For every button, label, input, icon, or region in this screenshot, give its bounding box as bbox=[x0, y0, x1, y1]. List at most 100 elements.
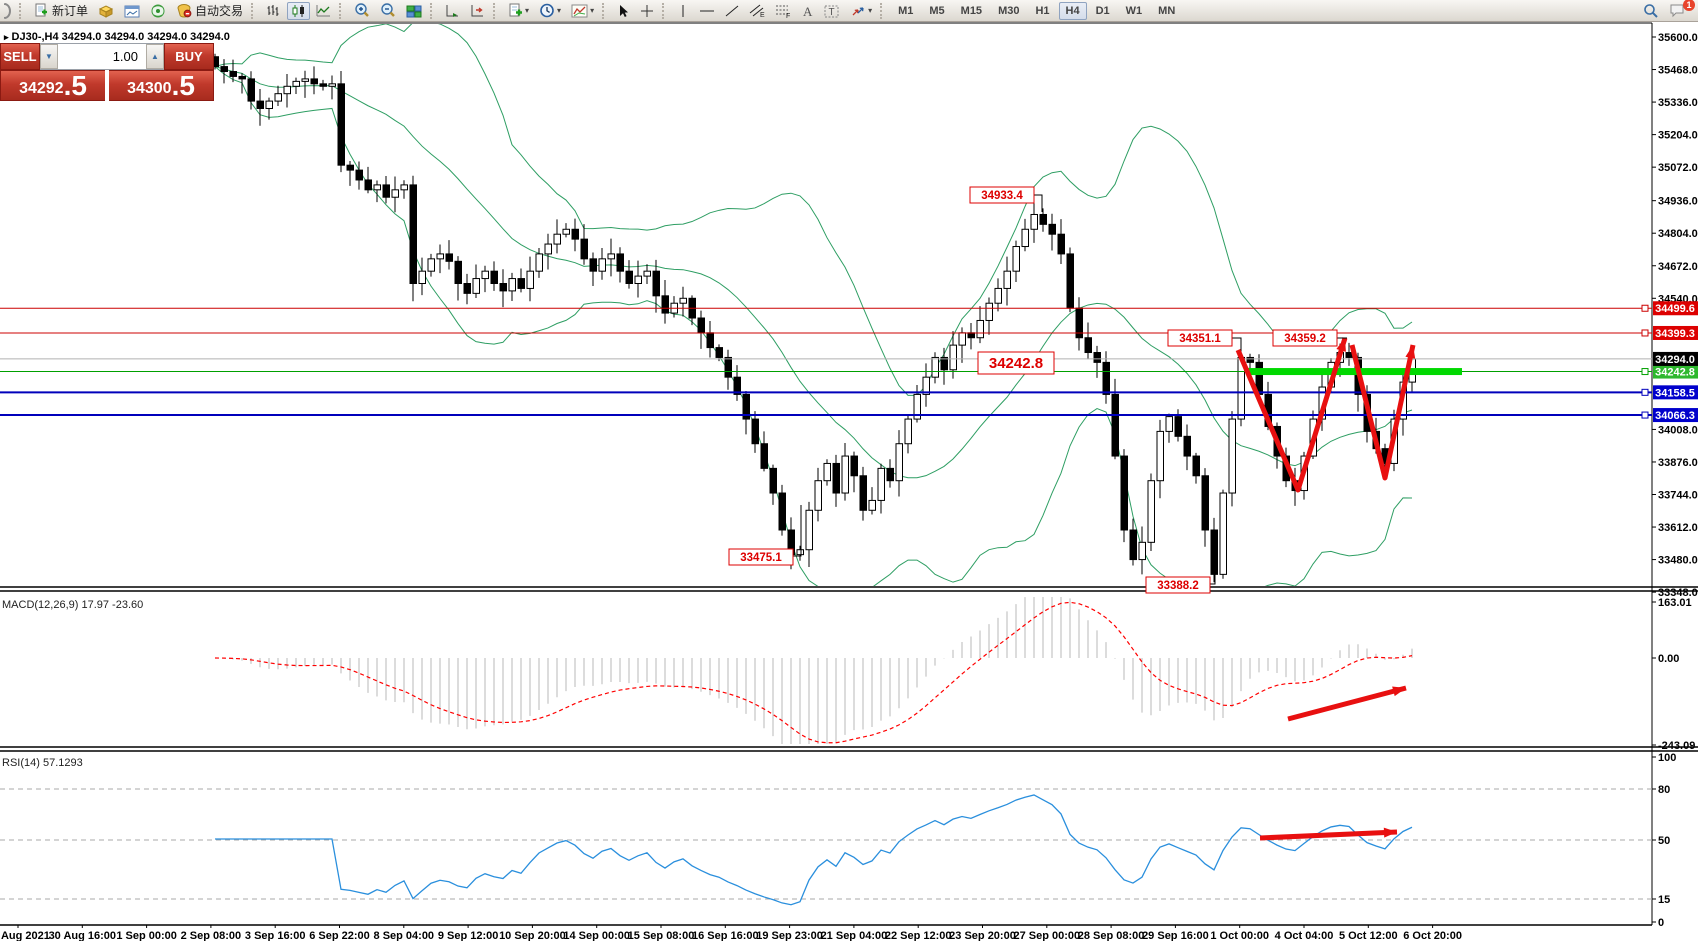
callout-box[interactable] bbox=[728, 548, 794, 566]
candle-body bbox=[877, 467, 885, 501]
callout-34933.4[interactable]: 34933.4 bbox=[969, 186, 1043, 212]
candle-body bbox=[418, 270, 426, 285]
chart-shift-button[interactable] bbox=[466, 2, 489, 20]
new-order-label: 新订单 bbox=[52, 4, 89, 18]
price-badge-34499.6: 34499.6 bbox=[1653, 301, 1698, 316]
tile-windows-button[interactable] bbox=[402, 2, 426, 20]
auto-scroll-button[interactable] bbox=[441, 2, 464, 20]
top-toolbar: 新订单 自动交易 ▾ ▾ bbox=[0, 0, 1698, 22]
timeframe-H4[interactable]: H4 bbox=[1058, 1, 1087, 20]
candle-body bbox=[1021, 228, 1029, 248]
timeframe-W1[interactable]: W1 bbox=[1125, 4, 1143, 17]
trendline-tool-button[interactable] bbox=[721, 2, 743, 20]
rsi-trend-arrow[interactable] bbox=[1259, 829, 1398, 841]
volume-decrease-button[interactable]: ▼ bbox=[40, 44, 58, 69]
candle-body bbox=[769, 467, 777, 494]
bollinger-bands bbox=[214, 24, 1413, 586]
sell-price[interactable]: 34292.5 bbox=[0, 70, 105, 101]
zoom-in-button[interactable] bbox=[350, 2, 374, 20]
crosshair-tool-button[interactable] bbox=[636, 2, 658, 20]
zoom-in-icon bbox=[355, 3, 369, 17]
callout-box[interactable] bbox=[1272, 329, 1338, 347]
timeframe-bar: M1 M5 M15 M30 H1 H4 D1 W1 MN bbox=[890, 1, 1183, 20]
candle-body bbox=[922, 376, 930, 395]
callout-text: 34351.1 bbox=[1179, 333, 1221, 345]
timeframe-MN[interactable]: MN bbox=[1158, 4, 1176, 17]
callout-33388.2[interactable]: 33388.2 bbox=[1145, 572, 1216, 594]
text-tool-button[interactable]: A bbox=[797, 2, 818, 20]
timeframe-M1[interactable]: M1 bbox=[898, 4, 914, 17]
candle-body bbox=[1156, 430, 1164, 482]
cursor-icon bbox=[620, 4, 629, 17]
sell-button[interactable]: SELL bbox=[0, 43, 40, 70]
callout-text: 34359.2 bbox=[1284, 333, 1326, 345]
volume-increase-button[interactable]: ▲ bbox=[146, 44, 164, 69]
cursor-tool-button[interactable] bbox=[613, 2, 634, 20]
zoom-out-button[interactable] bbox=[376, 2, 400, 20]
buy-price[interactable]: 34300.5 bbox=[109, 70, 214, 101]
one-click-trading-panel: SELL ▼ 1.00 ▲ BUY 34292.5 34300.5 bbox=[0, 43, 214, 101]
notifications-button[interactable]: 1 bbox=[1665, 0, 1695, 20]
toolbar-grip bbox=[602, 2, 609, 19]
macd-trend-arrow[interactable] bbox=[1287, 685, 1407, 722]
timeframe-D1[interactable]: D1 bbox=[1095, 4, 1110, 17]
callout-34351.1[interactable]: 34351.1 bbox=[1167, 329, 1242, 350]
candle-body bbox=[319, 83, 327, 87]
arrows-icon bbox=[852, 6, 864, 15]
arrows-tool-button[interactable]: ▾ bbox=[846, 2, 876, 20]
toolbar-grip bbox=[493, 2, 500, 19]
candle-body bbox=[1192, 455, 1200, 477]
timeframe-M15[interactable]: M15 bbox=[960, 4, 983, 17]
history-center-button[interactable] bbox=[94, 2, 118, 20]
auto-trading-button[interactable]: 自动交易 bbox=[172, 2, 247, 20]
new-order-button[interactable]: 新订单 bbox=[30, 2, 92, 20]
callout-34359.2[interactable]: 34359.2 bbox=[1272, 329, 1347, 347]
candle-body bbox=[796, 549, 804, 556]
market-watch-button[interactable] bbox=[120, 2, 144, 20]
candle-body bbox=[526, 270, 534, 289]
candle-body bbox=[1039, 213, 1047, 225]
trend-arrows[interactable] bbox=[1235, 337, 1416, 493]
search-button[interactable] bbox=[1639, 2, 1663, 20]
callout-34242.8[interactable]: 34242.8 bbox=[977, 351, 1055, 375]
price-axis-label: 35204.0 bbox=[1658, 130, 1698, 142]
trend-arrow[interactable] bbox=[1235, 337, 1348, 493]
text-label-tool-button[interactable]: T bbox=[820, 2, 844, 20]
chart-canvas[interactable]: 34933.4 34242.8 34351.1 34359.2 33475.1 33388… bbox=[0, 22, 1698, 941]
price-badge-34242.8: 34242.8 bbox=[1653, 364, 1698, 379]
arrow-head bbox=[1383, 827, 1397, 838]
bar-chart-mode-button[interactable] bbox=[262, 2, 285, 20]
thick-green-segment[interactable] bbox=[1248, 368, 1462, 376]
candlestick-icon bbox=[292, 4, 305, 17]
callout-33475.1[interactable]: 33475.1 bbox=[728, 505, 802, 566]
time-axis-label: 6 Sep 22:00 bbox=[309, 930, 370, 941]
horizontal-line-tool-button[interactable] bbox=[695, 2, 719, 20]
volume-input[interactable]: 1.00 bbox=[112, 49, 138, 64]
fibonacci-tool-button[interactable]: F bbox=[771, 2, 795, 20]
timeframe-M5[interactable]: M5 bbox=[929, 4, 945, 17]
callout-box[interactable] bbox=[969, 186, 1035, 204]
periods-button[interactable]: ▾ bbox=[535, 2, 565, 20]
callout-box[interactable] bbox=[1167, 329, 1233, 347]
candle-body bbox=[499, 283, 507, 292]
templates-button[interactable]: ▾ bbox=[504, 2, 533, 20]
price-axis-label: 35468.0 bbox=[1658, 65, 1698, 77]
callout-leader bbox=[1232, 337, 1242, 350]
line-chart-mode-button[interactable] bbox=[312, 2, 335, 20]
candlestick-mode-button[interactable] bbox=[287, 1, 311, 20]
buy-button[interactable]: BUY bbox=[164, 43, 214, 70]
toolbar-grip bbox=[430, 2, 437, 19]
candle-body bbox=[1219, 492, 1227, 575]
timeframe-M30[interactable]: M30 bbox=[998, 4, 1020, 17]
equidistant-channel-tool-button[interactable]: E bbox=[745, 2, 769, 20]
trend-arrow[interactable] bbox=[1349, 344, 1416, 481]
callout-box[interactable] bbox=[977, 351, 1055, 375]
candle-body bbox=[364, 179, 372, 191]
timeframe-H1[interactable]: H1 bbox=[1035, 4, 1050, 17]
candle-body bbox=[436, 253, 444, 260]
callout-box[interactable] bbox=[1145, 576, 1211, 594]
candle-body bbox=[1111, 393, 1119, 457]
vertical-line-tool-button[interactable] bbox=[673, 2, 693, 20]
indicators-button[interactable]: ▾ bbox=[567, 2, 598, 20]
signals-button[interactable] bbox=[146, 2, 170, 20]
